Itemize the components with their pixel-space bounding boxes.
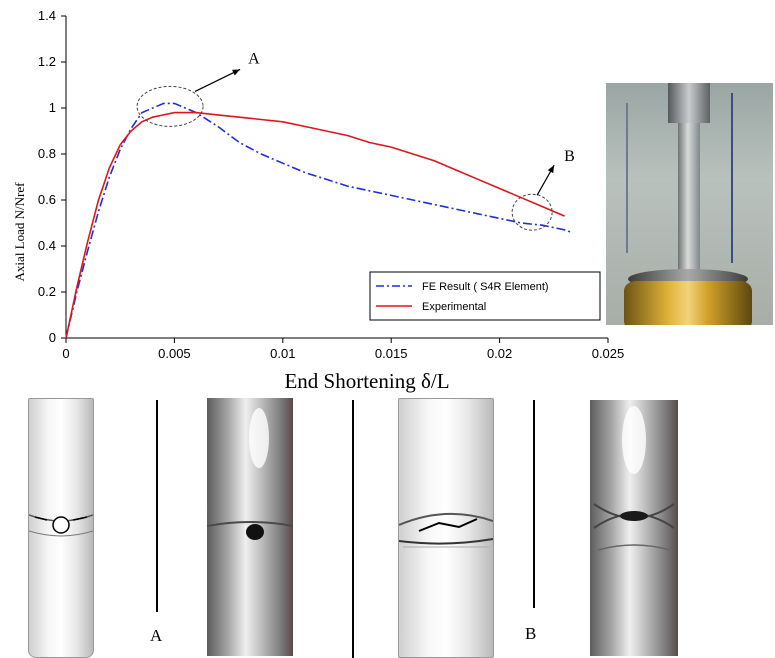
y-tick-label: 1 bbox=[49, 100, 56, 115]
rig-load-cell bbox=[624, 281, 752, 325]
panel-label-a: A bbox=[150, 626, 163, 645]
test-rig-photo bbox=[606, 83, 773, 325]
y-axis-label: Axial Load N/Nref bbox=[12, 182, 27, 282]
annotation-circle bbox=[511, 193, 553, 231]
rig-specimen-rod bbox=[678, 83, 700, 273]
experimental-deformed-tube-b bbox=[590, 400, 678, 656]
x-tick-label: 0 bbox=[62, 346, 69, 361]
annotation-circle bbox=[136, 85, 204, 127]
y-tick-label: 1.4 bbox=[38, 8, 56, 23]
load-shortening-chart: 0 0.005 0.01 0.015 0.02 0.025 0 0.2 0.4 0.6 0.8 1 1.… bbox=[12, 8, 624, 393]
x-axis-label: End Shortening δ/L bbox=[284, 369, 449, 393]
y-tick-label: 0.6 bbox=[38, 192, 56, 207]
annotation-label: A bbox=[248, 50, 260, 67]
chart-legend: FE Result ( S4R Element) Experimental bbox=[369, 271, 601, 321]
annotation-arrowhead bbox=[547, 165, 555, 174]
annotation-arrowhead bbox=[232, 69, 241, 76]
y-tick-label: 0.2 bbox=[38, 284, 56, 299]
panel-label-b: B bbox=[525, 624, 537, 643]
rig-cable-left bbox=[626, 103, 628, 253]
annotation-label: B bbox=[564, 148, 575, 165]
legend-entry: Experimental bbox=[422, 301, 486, 313]
series-line-experimental bbox=[65, 111, 565, 339]
divider-a bbox=[156, 400, 158, 612]
chart-series bbox=[65, 102, 572, 339]
x-tick-label: 0.02 bbox=[487, 346, 512, 361]
y-tick-label: 1.2 bbox=[38, 54, 56, 69]
divider-mid bbox=[352, 400, 354, 658]
y-tick-label: 0 bbox=[49, 330, 56, 345]
chart-axes: 0 0.005 0.01 0.015 0.02 0.025 0 0.2 0.4 0.6 0.8 1 1.… bbox=[38, 8, 624, 361]
rig-cable-right bbox=[731, 93, 733, 263]
chart-annotations: AB bbox=[136, 50, 575, 231]
x-tick-label: 0.01 bbox=[270, 346, 295, 361]
y-tick-label: 0.4 bbox=[38, 238, 56, 253]
legend-box bbox=[369, 271, 601, 321]
series-line-fe bbox=[65, 102, 572, 339]
x-tick-label: 0.025 bbox=[592, 346, 625, 361]
x-tick-label: 0.005 bbox=[158, 346, 191, 361]
y-tick-label: 0.8 bbox=[38, 146, 56, 161]
fe-deformed-tube-b bbox=[398, 398, 494, 658]
fe-deformed-tube-a bbox=[28, 398, 94, 658]
legend-entry: FE Result ( S4R Element) bbox=[422, 281, 549, 293]
x-tick-label: 0.015 bbox=[375, 346, 408, 361]
annotation-arrow bbox=[194, 68, 241, 92]
divider-b bbox=[533, 400, 535, 608]
experimental-deformed-tube-a bbox=[207, 398, 293, 656]
rig-crosshead bbox=[668, 83, 710, 123]
